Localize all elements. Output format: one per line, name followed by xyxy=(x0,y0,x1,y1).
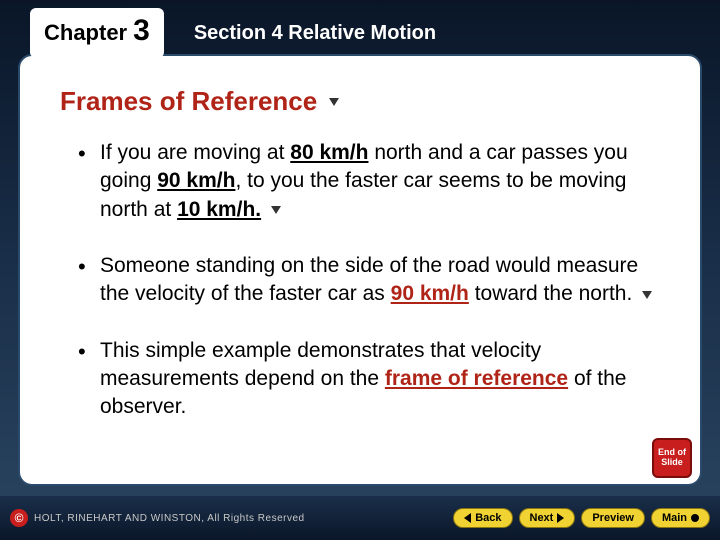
slide-heading: Frames of Reference xyxy=(60,86,317,117)
bullet-item: This simple example demonstrates that ve… xyxy=(78,337,660,422)
copyright-text: HOLT, RINEHART AND WINSTON, All Rights R… xyxy=(34,513,447,524)
chapter-number: 3 xyxy=(133,14,150,48)
dot-icon xyxy=(691,514,699,522)
chapter-tab: Chapter 3 xyxy=(30,8,164,58)
copyright-icon: © xyxy=(10,509,28,527)
bullet-list: If you are moving at 80 km/h north and a… xyxy=(60,139,660,422)
back-button[interactable]: Back xyxy=(453,508,512,528)
main-button[interactable]: Main xyxy=(651,508,710,528)
text-segment: 90 km/h xyxy=(391,282,469,305)
bullet-item: If you are moving at 80 km/h north and a… xyxy=(78,139,660,224)
end-of-slide-badge[interactable]: End of Slide xyxy=(652,438,692,478)
chevron-down-icon xyxy=(642,291,652,299)
chevron-down-icon xyxy=(271,206,281,214)
text-segment: If you are moving at xyxy=(100,141,290,164)
text-segment: 90 km/h xyxy=(157,169,235,192)
triangle-left-icon xyxy=(464,513,471,523)
triangle-right-icon xyxy=(557,513,564,523)
bottom-bar: © HOLT, RINEHART AND WINSTON, All Rights… xyxy=(0,496,720,540)
preview-label: Preview xyxy=(592,512,634,524)
heading-row: Frames of Reference xyxy=(60,86,660,117)
main-label: Main xyxy=(662,512,687,524)
back-label: Back xyxy=(475,512,501,524)
next-label: Next xyxy=(530,512,554,524)
next-button[interactable]: Next xyxy=(519,508,576,528)
text-segment: frame of reference xyxy=(385,367,568,390)
chapter-word: Chapter xyxy=(44,20,127,46)
header-row: Chapter 3 Section 4 Relative Motion xyxy=(0,0,720,58)
text-segment: toward the north. xyxy=(469,282,632,305)
text-segment: 80 km/h xyxy=(290,141,368,164)
chevron-down-icon xyxy=(329,98,339,106)
main-panel: Frames of Reference If you are moving at… xyxy=(18,54,702,486)
bullet-item: Someone standing on the side of the road… xyxy=(78,252,660,309)
section-title: Section 4 Relative Motion xyxy=(194,22,436,45)
preview-button[interactable]: Preview xyxy=(581,508,645,528)
text-segment: 10 km/h. xyxy=(177,198,261,221)
